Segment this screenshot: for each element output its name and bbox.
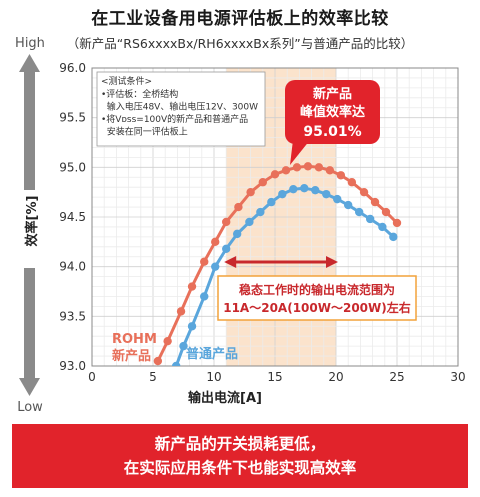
range-arrow-right xyxy=(326,256,338,268)
data-point xyxy=(245,217,254,227)
data-point xyxy=(211,262,220,271)
data-point xyxy=(365,214,375,224)
series-label-new-line1: ROHM xyxy=(112,332,157,347)
banner-line-1: 新产品的开关损耗更低， xyxy=(154,435,326,453)
data-point xyxy=(300,183,309,193)
x-tick-label: 20 xyxy=(328,370,343,384)
data-point xyxy=(370,197,380,207)
data-point xyxy=(281,166,291,175)
peak-callout-value: 95.01% xyxy=(303,124,361,140)
range-callout-line2: 11A～20A(100W～200W)左右 xyxy=(223,300,411,315)
plot-frame xyxy=(91,67,459,367)
x-tick-label: 5 xyxy=(149,370,157,384)
data-point xyxy=(303,162,313,171)
banner-line-2: 在实际应用条件下也能实现高效率 xyxy=(123,459,357,477)
low-label: Low xyxy=(17,400,43,415)
data-point xyxy=(389,232,398,242)
peak-callout xyxy=(285,80,380,144)
conditions-line: •将Vᴅss=100V的新产品和普通产品 xyxy=(101,113,248,125)
y-axis-label: 效率[%] xyxy=(24,196,40,247)
series-line-new-product xyxy=(156,164,399,362)
y-tick-label: 96.0 xyxy=(59,61,86,75)
peak-callout-line2: 峰值效率达 xyxy=(300,104,365,120)
conditions-line: •评估板：全桥结构 xyxy=(101,88,178,100)
x-tick-label: 30 xyxy=(450,370,465,384)
data-point xyxy=(176,307,186,316)
data-point xyxy=(267,197,276,207)
data-point xyxy=(381,207,391,217)
data-point xyxy=(153,356,163,366)
range-arrow-left xyxy=(224,256,237,268)
range-callout xyxy=(217,275,417,321)
y-tick-label: 94.5 xyxy=(59,210,86,224)
data-point xyxy=(211,237,220,247)
data-point xyxy=(258,178,267,187)
high-label: High xyxy=(15,36,45,51)
data-point xyxy=(270,170,280,179)
conclusion-banner: 新产品的开关损耗更低， 在实际应用条件下也能实现高效率 xyxy=(12,424,468,488)
data-point xyxy=(187,322,197,331)
y-tick-label: 94.0 xyxy=(59,260,86,274)
series-label-conventional: 普通产品 xyxy=(186,346,238,362)
data-point xyxy=(179,341,188,351)
conditions-heading: <测试条件> xyxy=(101,75,152,87)
x-tick-label: 15 xyxy=(267,370,282,384)
x-tick-label: 25 xyxy=(389,370,404,384)
data-point xyxy=(187,282,197,291)
data-point xyxy=(378,222,387,232)
data-point xyxy=(222,244,231,253)
series-label-new-line2: 新产品 xyxy=(112,348,151,364)
data-point xyxy=(234,202,243,212)
data-point xyxy=(246,187,255,197)
data-point xyxy=(292,163,302,172)
data-point xyxy=(278,189,287,199)
x-tick-label: 10 xyxy=(206,370,221,384)
data-point xyxy=(354,207,364,217)
y-tick-label: 93.5 xyxy=(59,309,86,323)
y-tick-label: 93.0 xyxy=(59,359,86,373)
x-axis-label: 输出电流[A] xyxy=(188,390,262,406)
range-callout-line1: 稳态工作时的输出电流范围为 xyxy=(239,282,395,297)
data-point xyxy=(322,189,331,199)
arrow-head-down xyxy=(19,378,40,396)
conditions-line: 安装在同一评估板上 xyxy=(101,126,188,138)
data-point xyxy=(171,361,181,366)
data-point xyxy=(311,185,320,195)
y-axis-label-backdrop xyxy=(22,190,37,268)
conditions-line: 输入电压48V、输出电压12V、300W xyxy=(101,101,258,113)
data-point xyxy=(314,163,324,172)
data-point xyxy=(163,336,172,346)
data-point xyxy=(392,218,402,228)
data-point xyxy=(336,171,346,180)
conditions-box xyxy=(96,71,266,147)
data-point xyxy=(359,187,369,197)
data-point xyxy=(344,200,353,210)
data-point xyxy=(232,229,242,239)
chart-subtitle: （新产品“RS6xxxxBx/RH6xxxxBx系列”与普通产品的比较） xyxy=(66,36,414,51)
peak-callout-pointer xyxy=(290,140,310,165)
arrow-head-up xyxy=(19,54,40,72)
data-point xyxy=(256,207,265,217)
data-point xyxy=(289,184,298,194)
data-point xyxy=(325,166,335,175)
peak-callout-line1: 新产品 xyxy=(313,86,352,102)
y-tick-label: 95.0 xyxy=(59,160,86,174)
efficiency-chart: 0 5 10 15 20 25 30 93.0 93.5 94.0 94.5 95.0 95.5 96.0… xyxy=(15,36,466,415)
data-point xyxy=(200,257,209,266)
data-point xyxy=(200,292,209,301)
chart-title: 在工业设备用电源评估板上的效率比较 xyxy=(91,9,389,29)
data-point xyxy=(333,194,342,204)
y-tick-label: 95.5 xyxy=(59,111,86,125)
data-point xyxy=(347,178,357,187)
data-point xyxy=(222,217,231,227)
x-tick-label: 0 xyxy=(88,370,96,384)
